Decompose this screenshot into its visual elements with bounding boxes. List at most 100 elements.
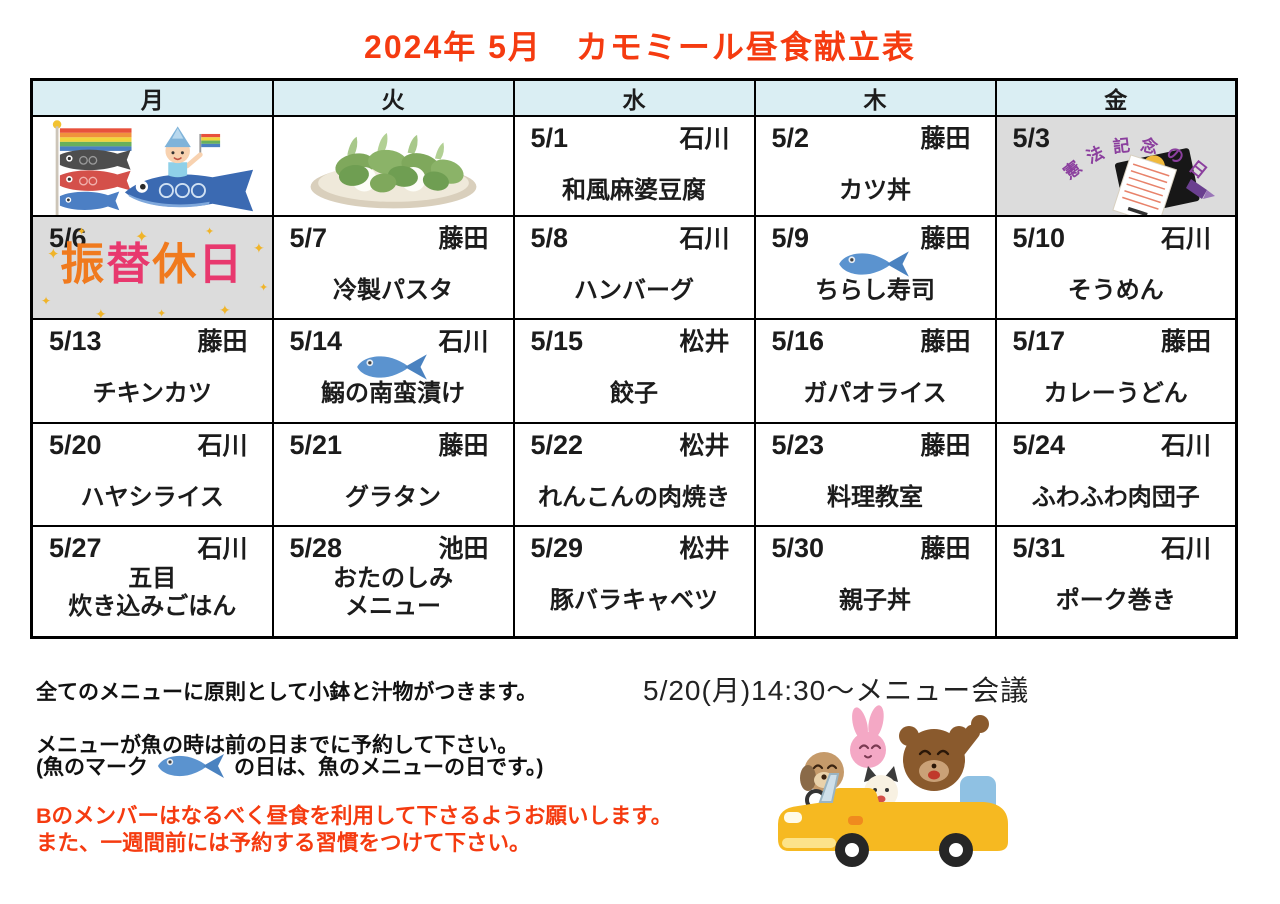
- day-cell-5-30: 5/30 藤田 親子丼: [753, 525, 997, 638]
- cell-staff: 石川: [679, 225, 730, 253]
- day-cell-5-14: 5/14 石川 鰯の南蛮漬け: [271, 318, 515, 424]
- cell-menu: 料理教室: [827, 484, 923, 511]
- cell-koinobori: [30, 115, 274, 217]
- cell-staff: 藤田: [920, 125, 971, 153]
- calendar-row-1: 5/1 石川 和風麻婆豆腐 5/2 藤田 カツ丼 5/3: [30, 115, 1238, 217]
- cell-staff: 石川: [1160, 432, 1211, 460]
- weekday-header-tue: 火: [271, 78, 515, 117]
- calendar-row-5: 5/27 石川 五目 炊き込みごはん 5/28 池田 おたのしみ メニュー 5/…: [30, 525, 1238, 638]
- cell-menu: チキンカツ: [92, 380, 212, 407]
- day-cell-5-31: 5/31 石川 ポーク巻き: [994, 525, 1238, 638]
- weekday-header-wed: 水: [512, 78, 756, 117]
- fish-icon: [356, 354, 427, 380]
- day-cell-5-15: 5/15 松井 餃子: [512, 318, 756, 424]
- cell-staff: 藤田: [920, 432, 971, 460]
- cell-date: 5/3: [1012, 123, 1051, 153]
- menu-meeting-note: 5/20(月)14:30〜メニュー会議: [643, 675, 1030, 706]
- cell-menu: おたのしみ メニュー: [333, 565, 453, 620]
- cell-date: 5/8: [530, 223, 569, 253]
- day-cell-5-24: 5/24 石川 ふわふわ肉団子: [994, 422, 1238, 527]
- calendar-row-4: 5/20 石川 ハヤシライス 5/21 藤田 グラタン 5/22 松井: [30, 422, 1238, 527]
- star-icon: ✦: [157, 308, 167, 319]
- cell-menu: ちらし寿司: [815, 277, 935, 304]
- cell-date: 5/30: [771, 533, 825, 563]
- cell-staff: 藤田: [197, 328, 248, 356]
- star-icon: ✦: [259, 282, 269, 294]
- cell-menu: 餃子: [610, 380, 658, 407]
- calendar-row-2: 5/6 振替休日 ✦ ✦ ✦ ✦ ✦ ✦ ✦ ✦ ✦ ✦ 5/7: [30, 215, 1238, 320]
- cell-staff: 石川: [438, 328, 489, 356]
- star-icon: ✦: [41, 294, 52, 308]
- menu-calendar-table: 月 火 水 木 金: [30, 78, 1238, 639]
- cell-menu: 鰯の南蛮漬け: [321, 380, 465, 407]
- note-side-dish: 全てのメニューに原則として小鉢と汁物がつきます。: [36, 681, 538, 704]
- cell-date: 5/7: [289, 223, 328, 253]
- cell-date: 5/21: [289, 430, 343, 460]
- cell-menu: ハンバーグ: [574, 277, 694, 304]
- cell-date: 5/1: [530, 123, 569, 153]
- cell-staff: 池田: [438, 535, 489, 563]
- cell-menu: ハヤシライス: [80, 484, 224, 511]
- cell-staff: 藤田: [438, 225, 489, 253]
- day-cell-5-8: 5/8 石川 ハンバーグ: [512, 215, 756, 320]
- constitution-day-illustration: 憲法記念の日: [1061, 134, 1215, 214]
- cell-date: 5/17: [1012, 326, 1066, 356]
- star-icon: ✦: [135, 229, 149, 246]
- day-cell-5-23: 5/23 藤田 料理教室: [753, 422, 997, 527]
- cell-staff: 石川: [1160, 535, 1211, 563]
- cell-menu: 親子丼: [839, 587, 911, 614]
- cell-menu: ポーク巻き: [1055, 587, 1176, 614]
- cell-staff: 藤田: [920, 225, 971, 253]
- weekday-header-mon: 月: [30, 78, 274, 117]
- substitute-holiday-label: 振替休日: [60, 240, 245, 289]
- cell-date: 5/10: [1012, 223, 1066, 253]
- cell-kashiwa-mochi: [271, 115, 515, 217]
- cell-staff: 石川: [679, 125, 730, 153]
- day-cell-5-20: 5/20 石川 ハヤシライス: [30, 422, 274, 527]
- cell-date: 5/15: [530, 326, 584, 356]
- cell-menu: 豚バラキャベツ: [550, 587, 718, 614]
- day-cell-5-28: 5/28 池田 おたのしみ メニュー: [271, 525, 515, 638]
- cell-staff: 藤田: [1160, 328, 1211, 356]
- fish-icon: [838, 251, 909, 277]
- cell-date: 5/16: [771, 326, 825, 356]
- cell-staff: 松井: [679, 535, 730, 563]
- cell-menu: グラタン: [345, 484, 441, 511]
- day-cell-5-21: 5/21 藤田 グラタン: [271, 422, 515, 527]
- note-fish-mark: (魚のマーク の日は、魚のメニューの日です。): [36, 751, 543, 781]
- star-icon: ✦: [77, 226, 87, 238]
- cell-menu: ふわふわ肉団子: [1031, 484, 1200, 511]
- day-cell-5-9: 5/9 藤田 ちらし寿司: [753, 215, 997, 320]
- cell-staff: 松井: [679, 328, 730, 356]
- cell-date: 5/14: [289, 326, 343, 356]
- day-cell-5-27: 5/27 石川 五目 炊き込みごはん: [30, 525, 274, 638]
- warning-reserve-habit: また、一週間前には予約する習慣をつけて下さい。: [36, 831, 531, 855]
- cell-staff: 藤田: [920, 328, 971, 356]
- page-title: 2024年 5月 カモミール昼食献立表: [364, 29, 916, 65]
- cell-staff: 藤田: [920, 535, 971, 563]
- kashiwa-mochi-illustration: [310, 133, 476, 209]
- cell-menu: そうめん: [1067, 277, 1164, 304]
- note-fish-mark-post: の日は、魚のメニューの日です。): [234, 756, 544, 779]
- cell-date: 5/31: [1012, 533, 1066, 563]
- cell-menu: カレーうどん: [1043, 380, 1188, 407]
- cell-staff: 石川: [197, 432, 248, 460]
- cell-menu: カツ丼: [839, 177, 911, 204]
- day-cell-5-1: 5/1 石川 和風麻婆豆腐: [512, 115, 756, 217]
- cell-date: 5/2: [771, 123, 810, 153]
- star-icon: ✦: [95, 306, 107, 319]
- fish-icon: [158, 754, 224, 778]
- cell-staff: 石川: [1160, 225, 1211, 253]
- cell-menu: れんこんの肉焼き: [538, 484, 730, 511]
- cell-staff: 松井: [679, 432, 730, 460]
- note-fish-mark-pre: (魚のマーク: [36, 756, 148, 779]
- day-cell-5-17: 5/17 藤田 カレーうどん: [994, 318, 1238, 424]
- cell-menu: 和風麻婆豆腐: [562, 177, 706, 204]
- weekday-header-fri: 金: [994, 78, 1238, 117]
- day-cell-5-22: 5/22 松井 れんこんの肉焼き: [512, 422, 756, 527]
- cell-staff: 藤田: [438, 432, 489, 460]
- day-cell-5-7: 5/7 藤田 冷製パスタ: [271, 215, 515, 320]
- cell-date: 5/24: [1012, 430, 1066, 460]
- cell-date: 5/6: [49, 223, 87, 253]
